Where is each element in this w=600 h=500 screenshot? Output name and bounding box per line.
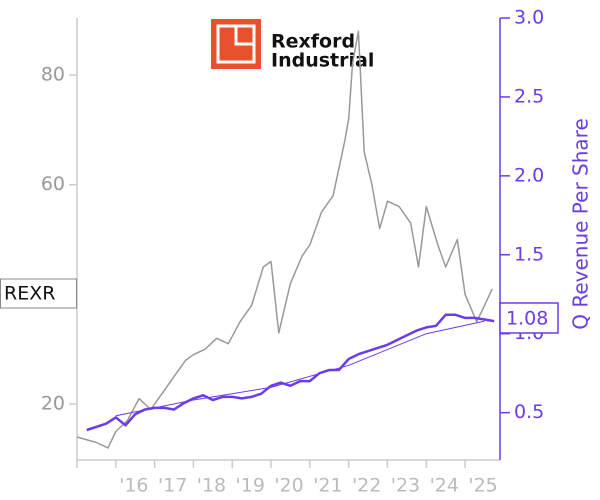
ticker-box — [0, 278, 77, 309]
logo-icon — [234, 26, 254, 46]
x-tick-label: '23 — [391, 475, 420, 497]
x-tick-label: '18 — [197, 475, 226, 497]
x-tick-label: '17 — [158, 475, 187, 497]
y2-tick-label: 2.0 — [514, 164, 544, 186]
line-series — [76, 30, 493, 449]
line-series — [86, 313, 495, 432]
y2-tick-label: 0.5 — [514, 401, 544, 423]
y2-tick-label: 2.5 — [514, 85, 544, 107]
x-tick-label: '25 — [468, 475, 497, 497]
x-tick-label: '19 — [236, 475, 265, 497]
x-tick-label: '21 — [313, 475, 342, 497]
y2-axis-label: Q Revenue Per Share — [569, 118, 593, 330]
y-tick-label: 80 — [41, 64, 65, 86]
x-tick-label: '24 — [430, 475, 459, 497]
y2-tick-label: 3.0 — [514, 7, 544, 29]
x-tick-label: '20 — [274, 475, 303, 497]
y-tick-label: 20 — [41, 393, 65, 415]
x-tick-label: '22 — [352, 475, 381, 497]
y-tick-label: 60 — [41, 173, 65, 195]
x-tick-label: '16 — [119, 475, 148, 497]
last-value-label: 1.08 — [506, 308, 548, 330]
logo-text: Rexford — [271, 31, 355, 53]
y2-tick-label: 1.5 — [514, 243, 544, 265]
ticker-label: REXR — [4, 283, 55, 305]
last-value-box — [499, 302, 559, 334]
logo-text: Industrial — [271, 50, 374, 72]
logo: Rexford Industrial — [211, 19, 374, 72]
line-series — [115, 320, 485, 417]
